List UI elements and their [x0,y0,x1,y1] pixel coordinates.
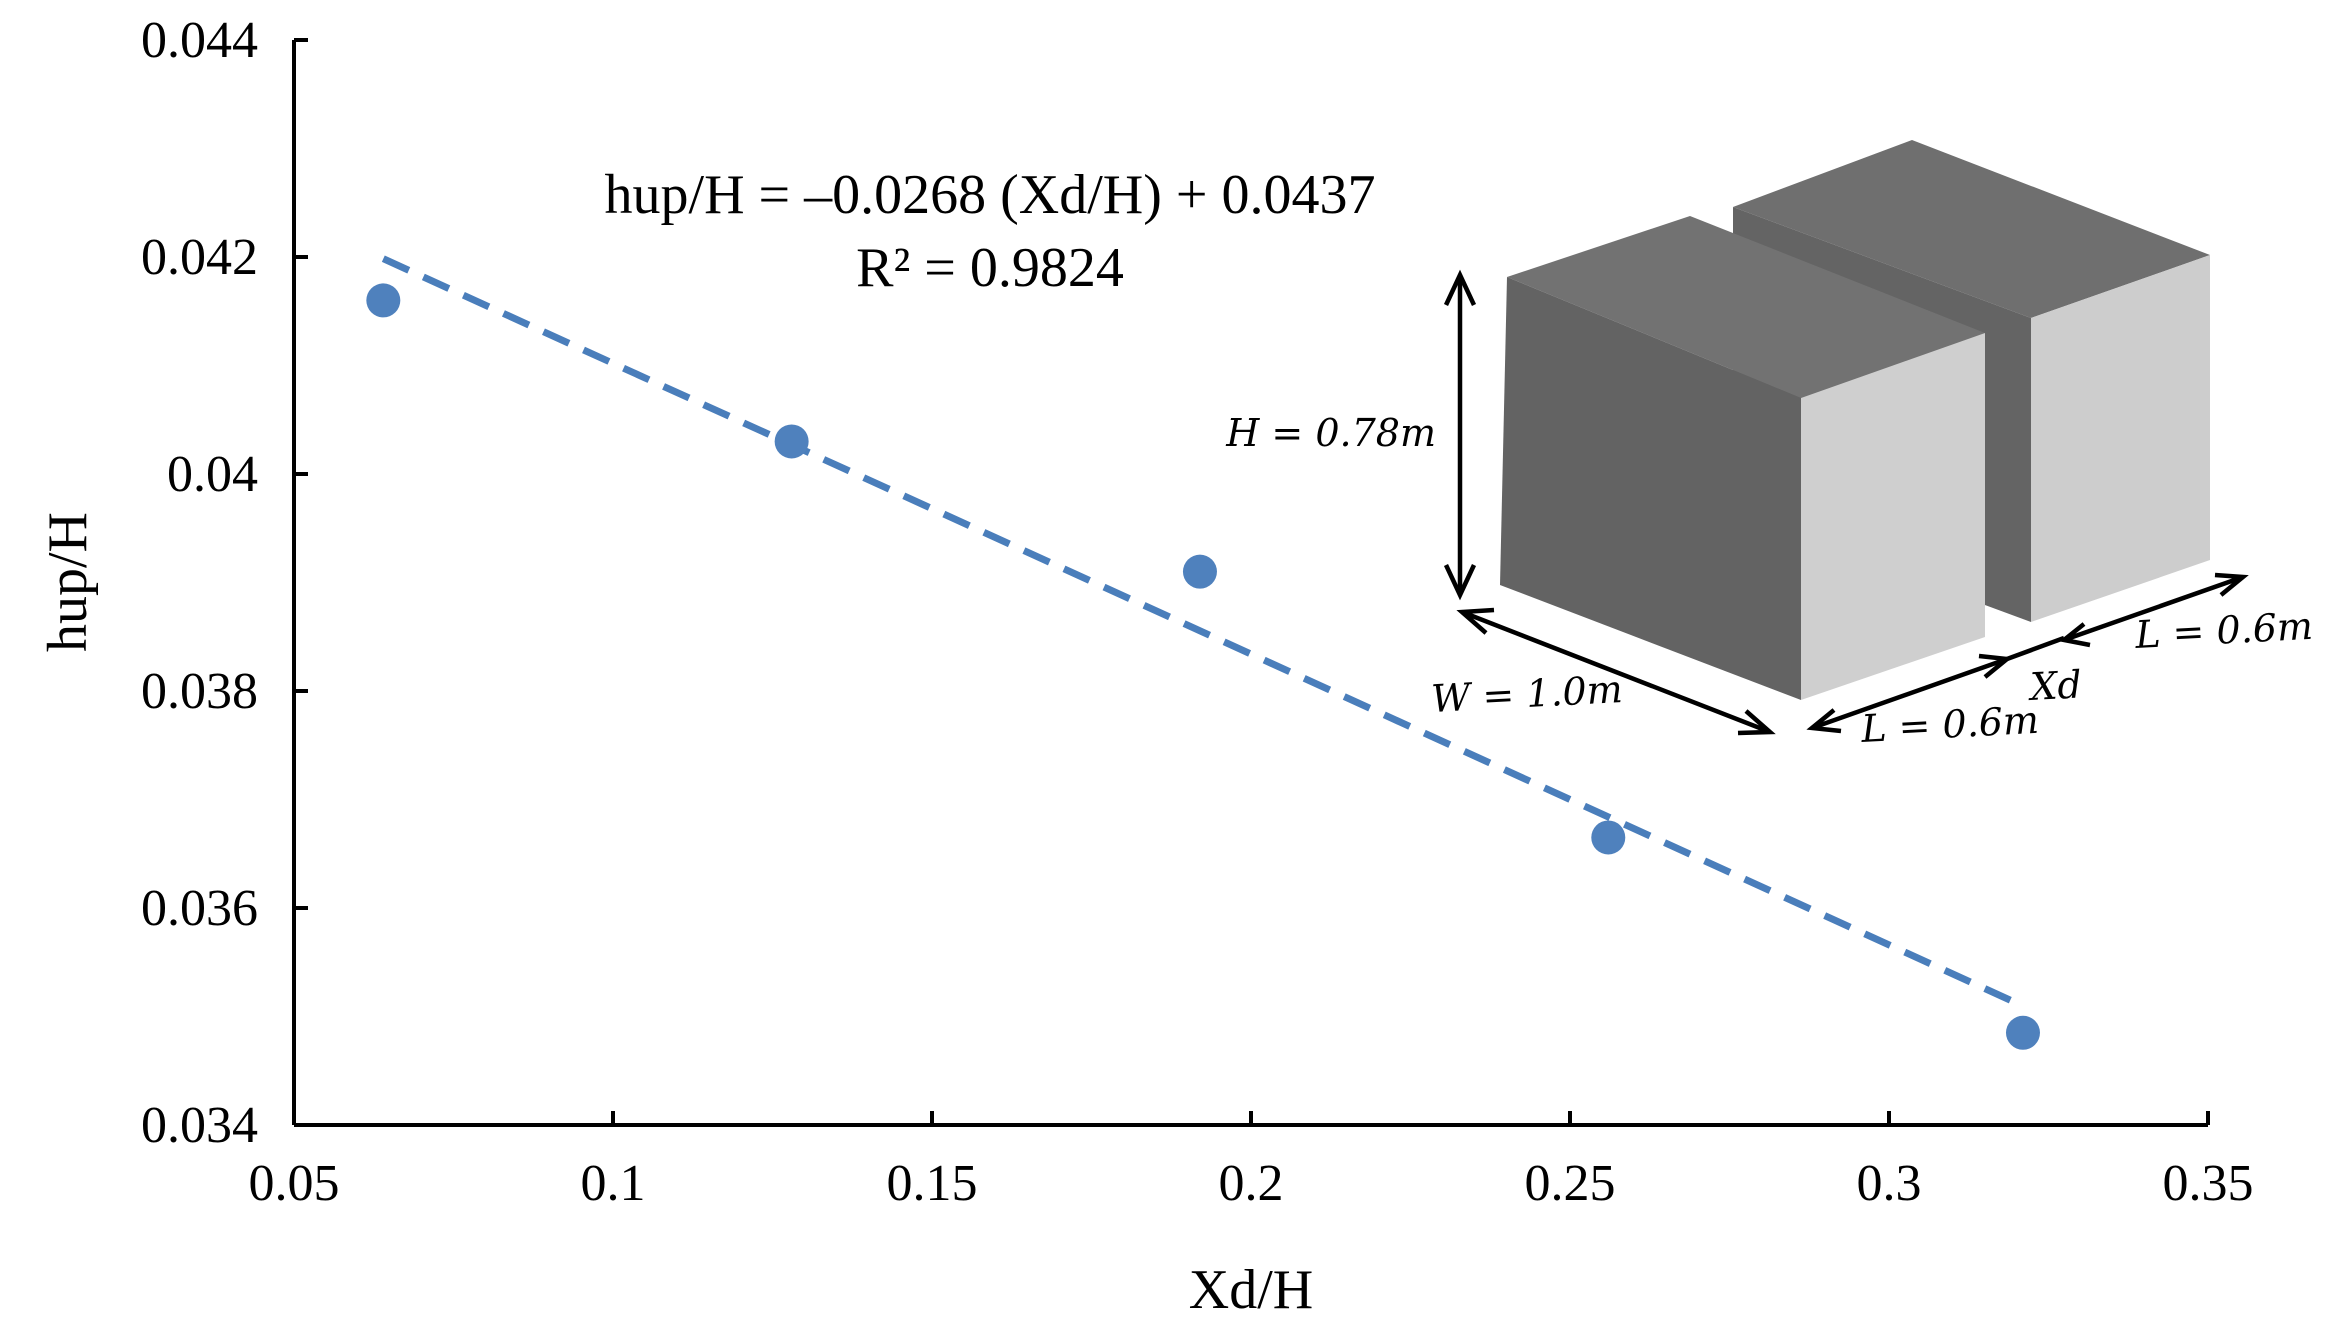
arrow-head-right-icon [1737,709,1776,736]
y-axis-title: hup/H [37,512,99,652]
data-point [1182,554,1217,589]
back-block-top [1733,140,2210,318]
y-tick-label: 0.042 [141,229,258,286]
x-tick-label: 0.3 [1857,1155,1922,1212]
x-tick-label: 0.1 [581,1155,646,1212]
r-squared-label: R² = 0.9824 [856,237,1124,299]
length2-dimension-arrow [2063,574,2244,643]
gap-label: Xd [2026,662,2083,709]
front-block-front [1500,277,1801,700]
x-tick-label: 0.05 [249,1155,340,1212]
data-point [2005,1015,2040,1050]
length2-label: L = 0.6m [2133,604,2314,657]
back-block-side [2031,255,2210,622]
front-block-side [1801,333,1985,700]
trendline-equation: hup/H = –0.0268 (Xd/H) + 0.0437 [605,164,1376,226]
y-tick-label: 0.034 [141,1097,258,1154]
arrow-head-down-icon [1443,564,1477,601]
arrow-head-left-icon [2058,622,2091,648]
length1-dimension-arrow [1811,656,2008,731]
x-tick-label: 0.15 [887,1155,978,1212]
y-tick-label: 0.044 [141,12,258,69]
y-ticks: 0.034 0.036 0.038 0.04 0.042 0.044 [141,12,308,1154]
x-tick-label: 0.35 [2163,1155,2254,1212]
arrow-head-right-icon [2214,572,2249,597]
height-label: H = 0.78m [1225,411,1436,455]
arrow-head-left-icon [1806,708,1842,734]
trendline [381,255,2025,1010]
gap-dimension-arrow [2006,635,2065,662]
arrow-head-up-icon [1443,269,1477,306]
x-tick-label: 0.25 [1525,1155,1616,1212]
y-tick-label: 0.038 [141,663,258,720]
trendline-layer [381,255,2025,1010]
data-point [366,283,401,318]
x-tick-label: 0.2 [1219,1155,1284,1212]
arrow-head-left-icon [1456,607,1495,635]
width-dimension-arrow [1461,609,1771,735]
length1-label: L = 0.6m [1859,698,2040,751]
y-tick-label: 0.04 [167,446,258,503]
data-point [1591,820,1626,855]
building-blocks-inset: H = 0.78m W = 1.0m L = 0.6m Xd L = 0.6m [1225,140,2314,751]
y-tick-label: 0.036 [141,880,258,937]
data-point [774,424,809,459]
x-ticks: 0.05 0.1 0.15 0.2 0.25 0.3 0.35 [249,1111,2254,1212]
x-axis-title: Xd/H [1189,1259,1313,1321]
width-label: W = 1.0m [1430,667,1624,721]
front-block-top [1507,216,1985,398]
data-points [366,283,2040,1050]
